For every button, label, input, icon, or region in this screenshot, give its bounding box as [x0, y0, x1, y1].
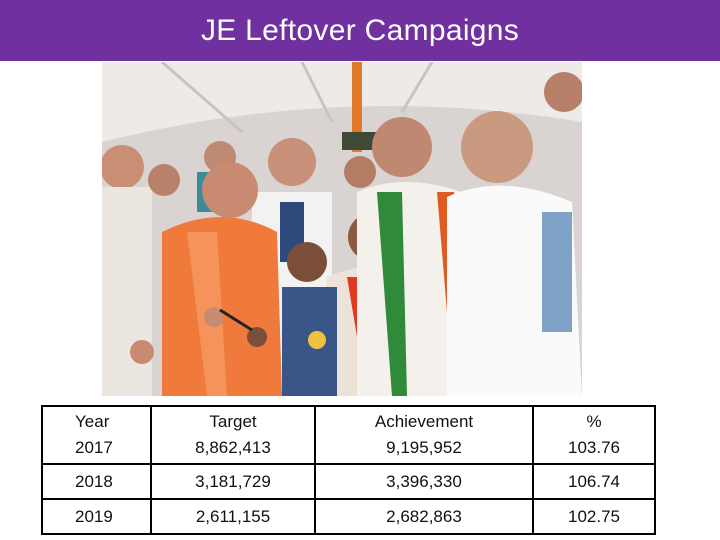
vaccination-photo — [102, 62, 582, 396]
table-row: 2019 2,611,155 2,682,863 102.75 — [41, 498, 656, 535]
year-cell: Year 2017 — [41, 405, 152, 465]
title-bar: JE Leftover Campaigns — [0, 0, 720, 61]
cell-percent: 106.74 — [532, 463, 656, 500]
header-year: Year — [75, 412, 110, 431]
cell-target: 2,611,155 — [150, 498, 316, 535]
cell-achievement: 2,682,863 — [314, 498, 534, 535]
cell-year: 2019 — [41, 498, 152, 535]
achievement-cell: Achievement 9,195,952 — [314, 405, 534, 465]
header-achievement: Achievement — [374, 412, 474, 431]
header-percent: % — [586, 412, 602, 431]
slide-title: JE Leftover Campaigns — [200, 13, 520, 47]
cell-year: 2017 — [75, 438, 113, 457]
percent-cell: % 103.76 — [532, 405, 656, 465]
table-row: 2018 3,181,729 3,396,330 106.74 — [41, 463, 656, 500]
cell-achievement: 3,396,330 — [314, 463, 534, 500]
target-cell: Target 8,862,413 — [150, 405, 316, 465]
cell-percent: 103.76 — [568, 438, 620, 457]
header-target: Target — [209, 412, 257, 431]
cell-percent: 102.75 — [532, 498, 656, 535]
cell-target: 3,181,729 — [150, 463, 316, 500]
campaign-table: Year 2017 Target 8,862,413 Achievement 9… — [41, 405, 656, 535]
cell-target: 8,862,413 — [195, 438, 271, 457]
cell-achievement: 9,195,952 — [386, 438, 462, 457]
cell-year: 2018 — [41, 463, 152, 500]
table-row: Year 2017 Target 8,862,413 Achievement 9… — [41, 405, 656, 465]
